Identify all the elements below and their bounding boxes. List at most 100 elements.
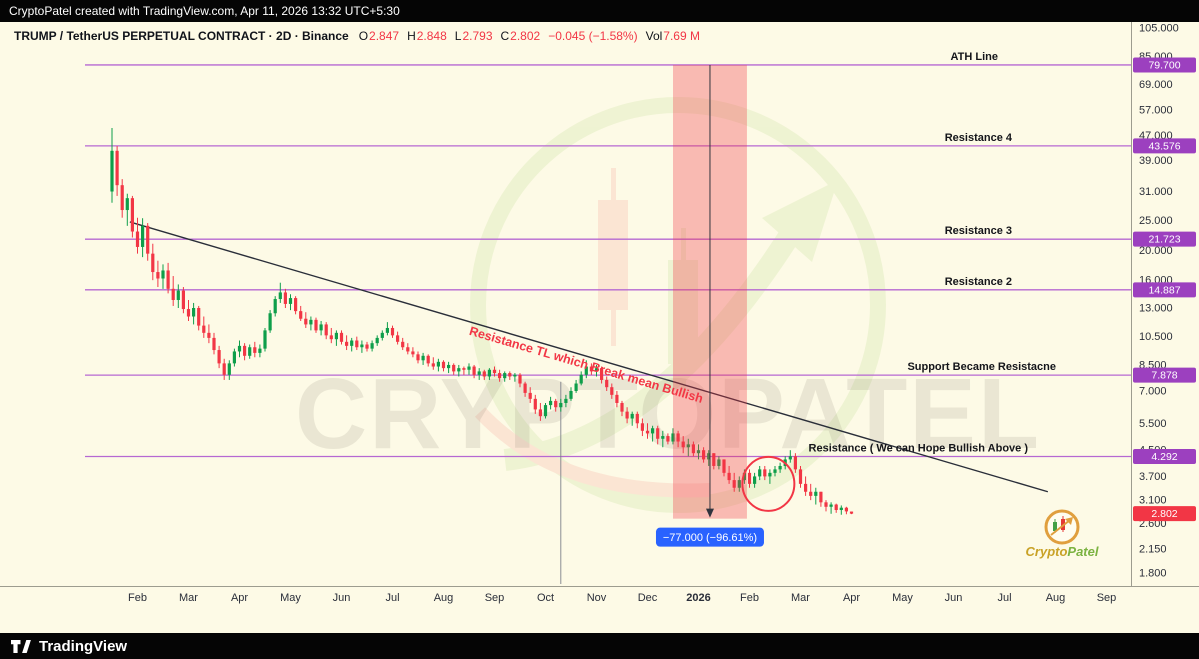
change-value: −0.045 (−1.58%) xyxy=(548,29,638,43)
price-tick: 3.700 xyxy=(1139,471,1167,483)
line-label: Resistance 4 xyxy=(945,132,1013,144)
candle-body xyxy=(569,390,573,399)
candle-body xyxy=(615,394,619,403)
candle-body xyxy=(452,364,456,372)
price-tick: 5.500 xyxy=(1139,418,1167,430)
candle-body xyxy=(763,469,767,477)
candle-body xyxy=(135,231,140,247)
measurement-label: −77.000 (−96.61%) xyxy=(663,532,757,544)
candle-body xyxy=(640,423,644,431)
candle-body xyxy=(237,345,242,352)
candle-body xyxy=(146,225,150,254)
watermark-text: CRYPTOPATEL xyxy=(295,358,1041,470)
candle-body xyxy=(176,290,180,300)
candle-body xyxy=(141,225,145,247)
tradingview-logo[interactable]: TradingView xyxy=(10,638,127,655)
time-tick: Apr xyxy=(843,592,860,604)
symbol-title[interactable]: TRUMP / TetherUS PERPETUAL CONTRACT · 2D… xyxy=(14,29,349,43)
price-tick: 31.000 xyxy=(1139,186,1173,198)
horizontal-lines xyxy=(85,64,1131,458)
candle-body xyxy=(554,400,558,408)
time-tick: Sep xyxy=(485,592,505,604)
candle-body xyxy=(747,472,752,484)
candle-body xyxy=(492,369,497,374)
candle-body xyxy=(248,347,252,356)
candle-body xyxy=(355,340,359,348)
candle-body xyxy=(360,344,364,348)
capture-info-text: CryptoPatel created with TradingView.com… xyxy=(9,4,400,18)
time-tick: Mar xyxy=(179,592,198,604)
candle-body xyxy=(258,348,262,353)
candle-body xyxy=(477,371,481,375)
candle-body xyxy=(788,456,792,460)
price-tick: 2.600 xyxy=(1139,518,1167,530)
cryptopatel-logo-text: CryptoPatel xyxy=(1026,544,1099,559)
candle-body xyxy=(600,368,604,380)
candle-body xyxy=(793,456,797,470)
candle-body xyxy=(472,366,476,375)
candle-body xyxy=(370,343,374,349)
price-tick: 7.000 xyxy=(1139,385,1167,397)
candle-body xyxy=(125,198,129,211)
candle-body xyxy=(844,507,848,512)
candle-body xyxy=(681,441,685,448)
candle-body xyxy=(156,272,160,279)
cryptopatel-logo: CryptoPatel xyxy=(1026,509,1099,559)
candle-body xyxy=(130,198,134,232)
price-chart-canvas[interactable]: CRYPTOPATEL−77.000 (−96.61%)Resistance T… xyxy=(0,22,1199,633)
candle-body xyxy=(253,347,257,353)
price-scale[interactable]: 105.00085.00069.00057.00047.00039.00031.… xyxy=(1133,23,1196,580)
logo-arrow-icon xyxy=(1050,519,1071,536)
candle-body xyxy=(778,465,782,470)
candle-body xyxy=(625,411,629,419)
candle-body xyxy=(686,444,690,448)
trendline[interactable] xyxy=(129,221,1049,493)
candle-body xyxy=(339,332,344,342)
candle-body xyxy=(263,330,267,349)
candle-body xyxy=(579,374,583,384)
time-tick: Jun xyxy=(945,592,963,604)
candle-body xyxy=(227,363,231,375)
line-label: Resistance 3 xyxy=(945,225,1012,237)
price-line-badge xyxy=(1133,449,1196,465)
candle-body xyxy=(722,459,726,473)
time-tick: May xyxy=(280,592,301,604)
candle-body xyxy=(345,341,349,346)
candle-body xyxy=(120,185,124,211)
price-tick: 69.000 xyxy=(1139,79,1173,91)
capture-info-bar: CryptoPatel created with TradingView.com… xyxy=(0,0,1199,22)
candle-body xyxy=(294,298,298,312)
candle-body xyxy=(207,332,211,338)
candle-body xyxy=(676,433,680,442)
candle-body xyxy=(273,299,277,314)
time-scale[interactable]: Feb Mar Apr May Jun Jul Aug Sep Oct Nov Dec 2026 Feb… xyxy=(128,592,1116,604)
measurement-label-bg[interactable] xyxy=(655,527,764,547)
time-tick: Dec xyxy=(638,592,658,604)
close-value: 2.802 xyxy=(510,29,541,43)
price-line-badge-value: 79.700 xyxy=(1148,59,1180,71)
price-tick: 3.100 xyxy=(1139,495,1167,507)
candle-body xyxy=(304,318,308,325)
candle-body xyxy=(197,307,201,326)
price-line-badge-value: 21.723 xyxy=(1148,234,1180,246)
candle-body xyxy=(411,351,415,355)
candle-body xyxy=(487,369,491,377)
candle-body xyxy=(431,363,435,367)
candle-body xyxy=(508,373,512,377)
candle-body xyxy=(528,392,532,399)
candle-body xyxy=(161,270,165,279)
candle-body xyxy=(401,341,405,348)
volume-value: 7.69 M xyxy=(663,29,700,43)
candle-body xyxy=(314,319,318,331)
candle-body xyxy=(416,354,420,361)
candle-body xyxy=(192,307,196,317)
candle-body xyxy=(533,398,537,410)
candle-body xyxy=(319,324,323,331)
highlight-circle[interactable] xyxy=(741,455,796,512)
candle-body xyxy=(186,309,191,317)
time-tick: Apr xyxy=(231,592,248,604)
candle-body xyxy=(691,444,695,454)
time-tick: Aug xyxy=(1046,592,1066,604)
line-label: Resistance ( We can Hope Bullish Above ) xyxy=(809,443,1029,455)
last-price-badge-value: 2.802 xyxy=(1151,508,1177,520)
